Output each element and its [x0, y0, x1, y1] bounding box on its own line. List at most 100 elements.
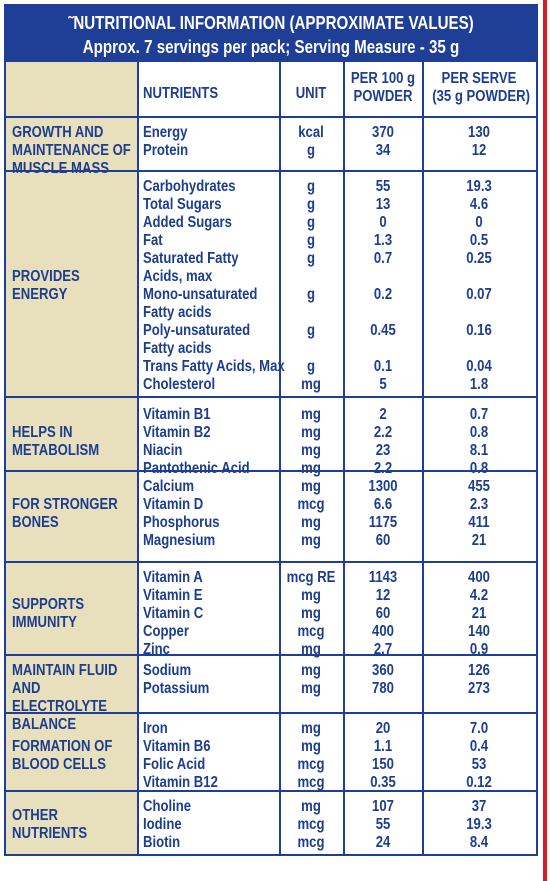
- group-label: OTHER NUTRIENTS: [12, 807, 88, 842]
- value-per-serve: 21: [471, 605, 487, 622]
- nutrient-unit: g: [306, 178, 316, 195]
- table-title: ˜NUTRITIONAL INFORMATION (APPROXIMATE VA…: [68, 13, 474, 33]
- nutrient-unit: mg: [301, 532, 321, 549]
- value-per-serve: 273: [468, 680, 490, 697]
- value-per-serve: 0.5: [469, 232, 489, 249]
- table-header: ˜NUTRITIONAL INFORMATION (APPROXIMATE VA…: [6, 6, 536, 62]
- nutrient-name: Vitamin C: [143, 605, 204, 622]
- value-per-serve: 21: [471, 532, 487, 549]
- column-separator: [343, 62, 345, 854]
- nutrient-unit: mg: [301, 738, 321, 755]
- value-per-serve: 0.16: [466, 322, 492, 339]
- value-per-100g: 2.2: [373, 424, 393, 441]
- nutrient-unit: mg: [301, 406, 321, 423]
- nutrient-unit: mg: [301, 376, 321, 393]
- group-label: PROVIDES ENERGY: [12, 268, 80, 303]
- value-per-100g: 34: [375, 142, 391, 159]
- value-per-100g: 5: [379, 376, 387, 393]
- value-per-100g: 0.2: [373, 286, 393, 303]
- value-per-100g: 55: [375, 178, 391, 195]
- nutrient-name: Biotin: [143, 834, 181, 851]
- serving-info: Approx. 7 servings per pack; Serving Mea…: [82, 37, 460, 57]
- value-per-serve: 0.8: [469, 424, 489, 441]
- value-per-100g: 55: [375, 816, 391, 833]
- col-header-perserve-line1: PER SERVE: [441, 70, 517, 87]
- value-per-serve: 130: [468, 124, 490, 141]
- value-per-100g: 24: [375, 834, 391, 851]
- nutrient-name: Protein: [143, 142, 189, 159]
- nutrient-unit: mcg: [297, 816, 325, 833]
- value-per-100g: 1.1: [373, 738, 393, 755]
- nutrient-unit: mg: [301, 662, 321, 679]
- nutrient-unit: g: [306, 250, 316, 267]
- column-separator: [279, 62, 281, 854]
- value-per-100g: 360: [372, 662, 394, 679]
- value-per-serve: 8.4: [469, 834, 489, 851]
- nutrient-name: Vitamin A: [143, 569, 203, 586]
- row-separator: [6, 170, 536, 172]
- nutrient-name: Mono-unsaturated Fatty acids: [143, 286, 258, 321]
- row-separator: [6, 790, 536, 792]
- value-per-serve: 0.12: [466, 774, 492, 791]
- nutrient-unit: mg: [301, 442, 321, 459]
- nutrient-name: Vitamin B12: [143, 774, 218, 791]
- nutrient-unit: mg: [301, 798, 321, 815]
- group-label-column: [6, 62, 137, 854]
- nutrient-unit: g: [306, 358, 316, 375]
- value-per-serve: 455: [468, 478, 490, 495]
- nutrient-unit: mg: [301, 587, 321, 604]
- value-per-100g: 1175: [368, 514, 398, 531]
- value-per-serve: 0.9: [469, 641, 489, 658]
- nutrient-unit: g: [306, 142, 316, 159]
- value-per-serve: 7.0: [469, 720, 489, 737]
- nutrient-unit: mcg: [297, 834, 325, 851]
- value-per-serve: 2.3: [469, 496, 489, 513]
- value-per-serve: 19.3: [466, 178, 492, 195]
- nutrient-name: Copper: [143, 623, 189, 640]
- value-per-100g: 0: [379, 214, 387, 231]
- value-per-serve: 140: [468, 623, 490, 640]
- value-per-100g: 2: [379, 406, 387, 423]
- nutrient-unit: mg: [301, 641, 321, 658]
- value-per-100g: 1300: [368, 478, 398, 495]
- nutrient-name: Saturated Fatty Acids, max: [143, 250, 239, 285]
- value-per-100g: 0.35: [370, 774, 396, 791]
- nutrient-name: Added Sugars: [143, 214, 232, 231]
- value-per-100g: 12: [375, 587, 391, 604]
- row-separator: [6, 654, 536, 656]
- nutrient-name: Folic Acid: [143, 756, 206, 773]
- group-label: FOR STRONGER BONES: [12, 496, 118, 531]
- value-per-100g: 60: [375, 605, 391, 622]
- col-header-per100-line2: POWDER: [353, 88, 413, 105]
- group-label: FORMATION OF BLOOD CELLS: [12, 738, 113, 773]
- nutrient-name: Carbohydrates: [143, 178, 236, 195]
- value-per-serve: 0.07: [466, 286, 492, 303]
- value-per-100g: 2.7: [373, 641, 393, 658]
- value-per-serve: 0.4: [469, 738, 489, 755]
- row-separator: [6, 712, 536, 714]
- nutrient-unit: kcal: [298, 124, 324, 141]
- value-per-serve: 126: [468, 662, 490, 679]
- nutrient-unit: g: [306, 232, 316, 249]
- value-per-serve: 0.25: [466, 250, 492, 267]
- value-per-serve: 0: [475, 214, 483, 231]
- value-per-100g: 370: [372, 124, 394, 141]
- nutrient-name: Cholesterol: [143, 376, 216, 393]
- value-per-100g: 13: [375, 196, 391, 213]
- nutrient-unit: mcg: [297, 623, 325, 640]
- col-header-perserve-line2: (35 g POWDER): [432, 88, 530, 105]
- nutrient-name: Total Sugars: [143, 196, 222, 213]
- nutrient-name: Vitamin D: [143, 496, 204, 513]
- nutrient-unit: g: [306, 322, 316, 339]
- nutrient-name: Calcium: [143, 478, 195, 495]
- nutrient-unit: g: [306, 214, 316, 231]
- value-per-serve: 4.2: [469, 587, 489, 604]
- value-per-serve: 37: [471, 798, 487, 815]
- value-per-serve: 400: [468, 569, 490, 586]
- nutrient-name: Phosphorus: [143, 514, 220, 531]
- value-per-100g: 60: [375, 532, 391, 549]
- nutrient-name: Vitamin B6: [143, 738, 211, 755]
- value-per-100g: 780: [372, 680, 394, 697]
- nutrient-unit: mg: [301, 514, 321, 531]
- nutrient-name: Choline: [143, 798, 192, 815]
